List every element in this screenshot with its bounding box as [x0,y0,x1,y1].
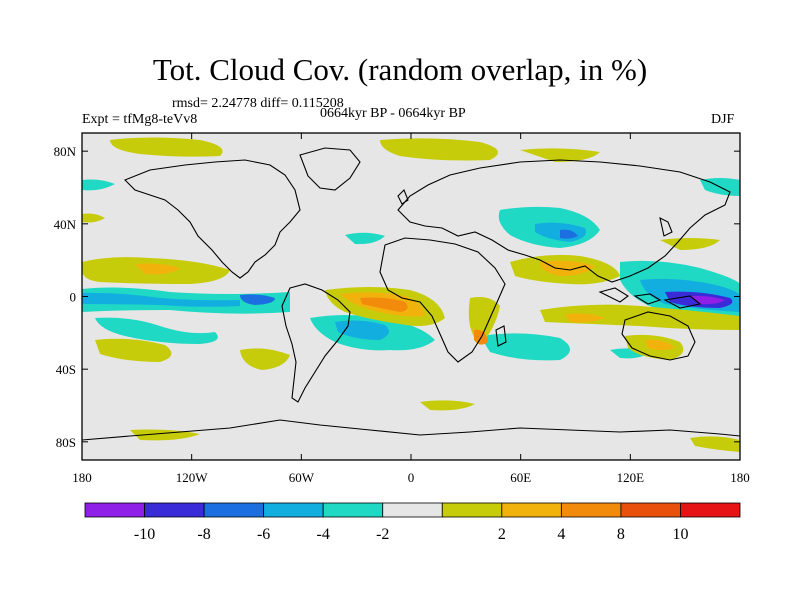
colorbar-swatch [263,502,324,518]
colorbar-swatch [144,502,205,518]
anomaly-blob [82,292,240,307]
colorbar-swatch [501,502,562,518]
anomaly-blob [95,317,218,344]
colorbar-label: -2 [376,526,389,543]
season-label: DJF [711,112,735,127]
anomaly-blob [420,400,475,411]
anomaly-blob [690,295,725,305]
experiment-label: Expt = tfMg8-teVv8 [82,112,198,127]
y-tick-label: 80S [56,435,76,450]
plot-title: Tot. Cloud Cov. (random overlap, in %) [152,52,648,87]
anomaly-blob [690,436,740,452]
anomaly-blob [82,213,105,223]
x-tick-label: 60W [289,470,315,485]
colorbar-label: -4 [317,526,330,543]
anomaly-blob [345,232,385,245]
coastline-eurasia [397,159,731,283]
anomaly-blob [82,179,115,191]
y-tick-label: 80N [54,144,77,159]
coastline-australia [621,311,696,361]
coastline-antarctica [82,419,740,441]
x-tick-label: 0 [408,470,415,485]
coastline-south-america [281,283,351,403]
anomaly-blob [565,313,605,323]
colorbar-swatch [680,502,741,518]
colorbar-label: 2 [498,526,506,543]
coastline-north-america [124,159,301,279]
colorbar-swatch [84,502,145,518]
x-tick-label: 120W [176,470,209,485]
colorbar-label: -10 [134,526,155,543]
anomaly-blob [520,148,600,162]
coastline-islands-maritime [598,287,702,309]
colorbar-swatch [203,502,265,518]
anomaly-blob [380,138,498,161]
x-tick-label: 60E [510,470,531,485]
anomaly-blob [240,294,275,305]
coastlines [82,147,740,441]
colorbar-swatch [620,502,681,518]
colorbar-swatch [560,502,622,518]
colorbar-label: -8 [197,526,210,543]
colorbar-label: 4 [557,526,565,543]
colorbar-swatch [382,502,443,518]
anomaly-blob [95,338,172,362]
x-tick-label: 120E [617,470,645,485]
colorbar-swatch [441,502,503,518]
anomaly-blob [645,339,675,350]
y-tick-label: 40S [56,362,76,377]
colorbar-label: -6 [257,526,270,543]
coastline-africa [379,237,506,363]
anomaly-blob [660,238,720,250]
y-tick-label: 40N [54,217,77,232]
period-label: 0664kyr BP - 0664kyr BP [320,106,466,121]
anomaly-blob [110,137,223,157]
anomaly-blob [480,333,570,361]
anomaly-blob [360,297,408,312]
stats-label: rmsd= 2.24778 diff= 0.115208 [172,96,344,111]
coastline-british-isles [397,189,409,205]
anomaly-blob [540,304,740,330]
colorbar-label: 8 [617,526,625,543]
colorbar: -10 -8 -6 -4 -2 2 4 8 10 [84,502,741,543]
y-tick-label: 0 [70,290,77,305]
colorbar-swatch [322,502,384,518]
colorbar-label: 10 [672,526,688,543]
anomaly-positive-regions [82,137,740,452]
anomaly-blob [540,260,595,276]
x-tick-label: 180 [72,470,92,485]
anomaly-blob [135,263,180,275]
x-tick-label: 180 [730,470,750,485]
anomaly-blob [240,348,290,370]
coastline-greenland [299,147,361,191]
coastline-japan [659,216,673,237]
anomaly-blob [560,229,578,239]
coastline-madagascar [495,325,507,347]
axis-ticks: 180 120W 60W 0 60E 120E 180 80N 40N 0 40S 80S [54,133,750,485]
